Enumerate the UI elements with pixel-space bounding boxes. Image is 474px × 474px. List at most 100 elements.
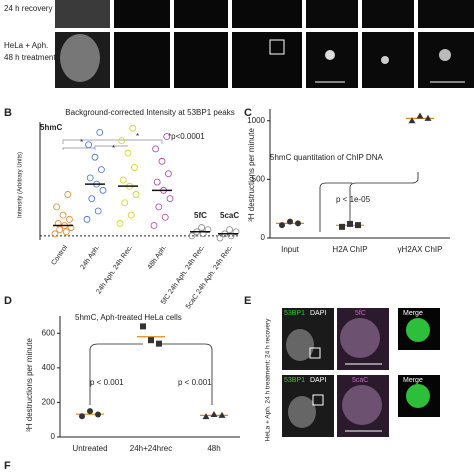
y-label: ³H destructions per minute: [247, 128, 256, 222]
point: [416, 112, 424, 119]
point: [295, 220, 301, 227]
point: [124, 149, 132, 157]
annotation: *p<0.0001: [168, 132, 205, 141]
x-tick-label: 24h+24hrec: [130, 444, 172, 453]
point: [339, 223, 345, 230]
point: [158, 157, 166, 165]
x-tick-label: Untreated: [72, 444, 107, 453]
panel-label: B: [4, 107, 12, 119]
channel-label: 53BP1: [284, 377, 305, 384]
point: [51, 230, 59, 238]
point: [98, 166, 105, 174]
point: [232, 228, 240, 236]
x-tick-label: 48h Aph.: [147, 244, 169, 271]
panel-title: 5hmC, Aph-treated HeLa cells: [75, 313, 182, 322]
point: [199, 230, 207, 238]
point: [53, 203, 60, 211]
annotation: p < 0.001: [178, 378, 212, 387]
point: [226, 226, 234, 234]
panel-title: 5hmC quantitation of ChIP DNA: [270, 153, 383, 162]
point: [64, 191, 72, 198]
x-tick-label: 24h Aph. 24h Rec.: [95, 244, 134, 295]
x-tick-label: H2A ChIP: [332, 245, 367, 254]
point: [153, 178, 161, 186]
channel-label: Merge: [403, 377, 423, 384]
y-tick-label: 600: [42, 328, 56, 337]
y-tick-label: 1000: [247, 116, 265, 125]
point: [150, 222, 158, 229]
point: [210, 411, 218, 418]
point: [166, 195, 174, 202]
channel-label: 5fC: [355, 310, 366, 317]
x-tick-label: Control: [50, 244, 69, 267]
point: [62, 228, 70, 236]
point: [347, 220, 353, 227]
y-label: Intensity (Arbitrary Units): [18, 152, 24, 218]
point: [85, 141, 92, 149]
group-label: 5caC: [220, 211, 239, 220]
panel-title: Background-corrected Intensity at 53BP1 …: [65, 108, 234, 117]
channel-label: 53BP1: [284, 310, 305, 317]
point: [67, 224, 75, 231]
point: [96, 128, 104, 136]
point: [95, 411, 101, 418]
point: [83, 215, 91, 223]
y-tick-label: 0: [261, 233, 266, 242]
point: [91, 153, 99, 161]
y-tick-label: 500: [252, 174, 266, 183]
panel-label: F: [4, 460, 11, 472]
point: [355, 222, 361, 229]
point: [163, 133, 171, 140]
point: [287, 218, 293, 225]
x-tick-label: 5caC 24h Aph. 24h Rec.: [185, 244, 234, 310]
point: [227, 232, 235, 240]
star: *: [80, 138, 83, 147]
bracket: [319, 172, 419, 232]
y-tick-label: 400: [42, 363, 56, 372]
point: [54, 220, 62, 227]
bracket: [89, 343, 213, 405]
point: [119, 176, 127, 184]
group-label: 5hmC: [40, 123, 62, 132]
star: *: [112, 144, 115, 153]
annotation: p < 1e-05: [336, 195, 371, 204]
point: [94, 207, 102, 215]
point: [148, 337, 154, 344]
point: [161, 213, 169, 221]
row-label: 48 h treatment: [4, 53, 56, 62]
x-tick-label: 24h Aph.: [80, 244, 102, 271]
y-tick-label: 0: [51, 432, 56, 441]
bracket: [62, 139, 163, 150]
y-label: ³H destructions per minute: [25, 338, 34, 432]
point: [59, 211, 67, 219]
panel-label: D: [4, 295, 12, 307]
point: [87, 408, 93, 415]
point: [86, 174, 94, 182]
point: [164, 170, 172, 178]
point: [56, 226, 64, 234]
channel-label: DAPI: [310, 377, 326, 384]
point: [198, 224, 206, 231]
point: [218, 411, 226, 418]
point: [152, 145, 160, 153]
panel-label: E: [244, 295, 251, 307]
point: [118, 137, 125, 145]
row-label: HeLa + Aph.: [4, 41, 48, 50]
point: [155, 203, 163, 211]
channel-label: Merge: [403, 310, 423, 317]
point: [216, 234, 224, 242]
annotation: p < 0.001: [90, 378, 124, 387]
y-tick-label: 200: [42, 398, 56, 407]
point: [204, 226, 212, 234]
point: [424, 114, 432, 121]
point: [188, 232, 196, 240]
point: [156, 340, 162, 347]
point: [202, 413, 210, 420]
point: [408, 117, 416, 124]
star: *: [136, 132, 139, 141]
point: [121, 199, 129, 207]
panel-e-images: [282, 308, 440, 437]
point: [132, 191, 140, 198]
panel-a-images: [55, 0, 474, 88]
point: [279, 222, 285, 229]
